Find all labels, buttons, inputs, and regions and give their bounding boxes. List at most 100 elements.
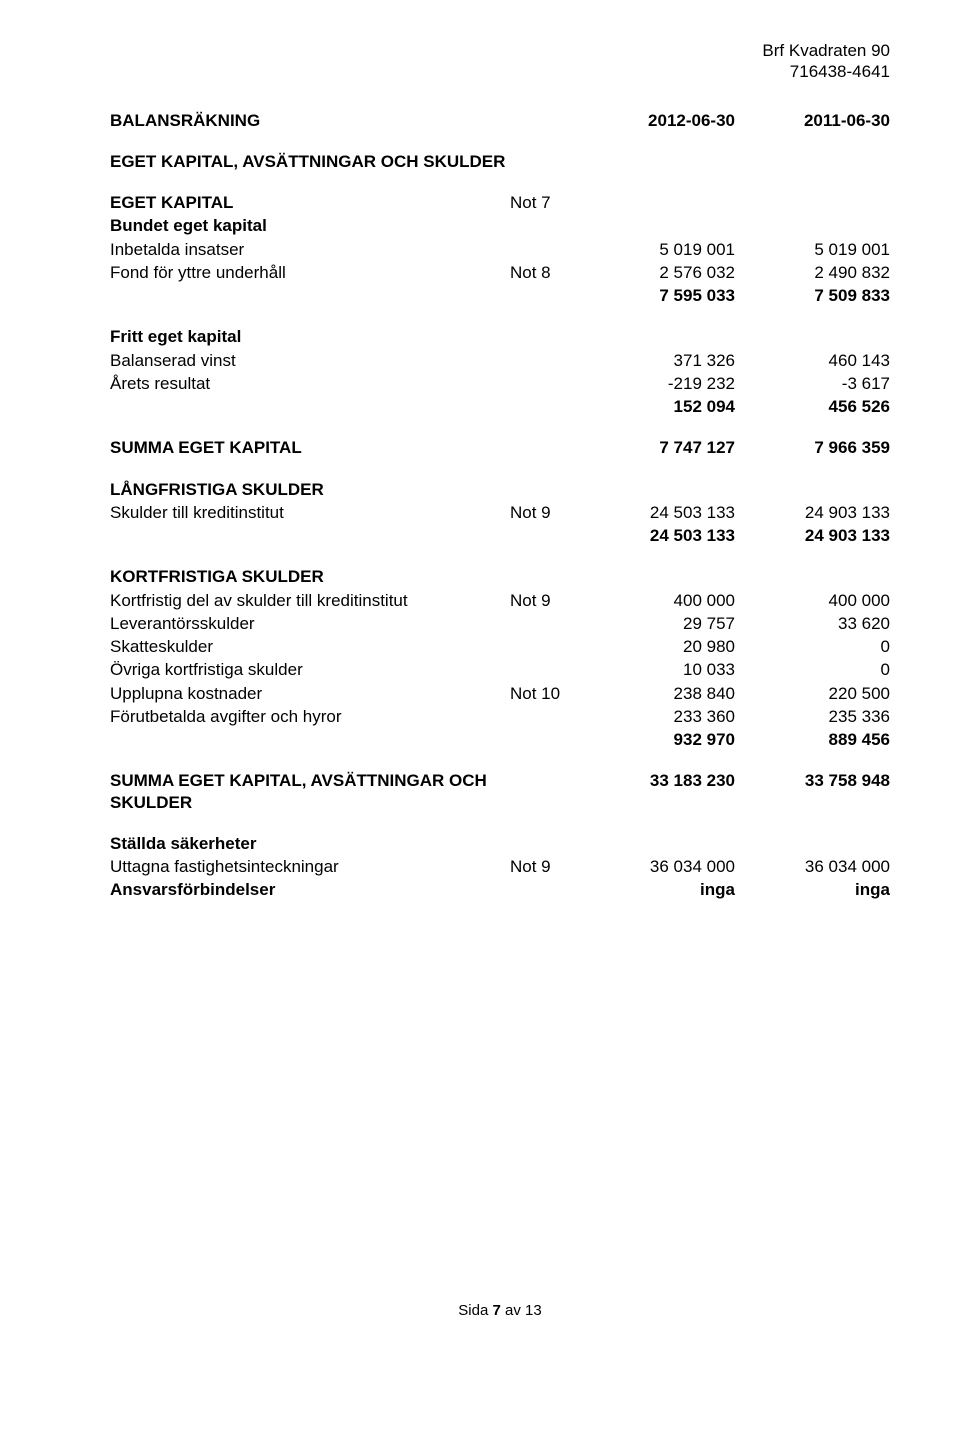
row-note: Not 9: [510, 590, 580, 611]
row-label: Skatteskulder: [110, 636, 510, 657]
grand-total-row: SUMMA EGET KAPITAL, AVSÄTTNINGAR OCH SKU…: [110, 769, 890, 814]
document-header: Brf Kvadraten 90 716438-4641: [110, 40, 890, 83]
row-value-1: 2 576 032: [580, 262, 735, 283]
row-value-2: 0: [735, 636, 890, 657]
kortfristiga-label: KORTFRISTIGA SKULDER: [110, 566, 890, 587]
subtotal-1: 152 094: [580, 396, 735, 417]
table-row: Upplupna kostnader Not 10 238 840 220 50…: [110, 682, 890, 705]
spacer: [510, 879, 580, 900]
page-current: 7: [492, 1302, 500, 1319]
subtotal-1: 24 503 133: [580, 525, 735, 546]
row-note: [510, 613, 580, 634]
row-value-1: 24 503 133: [580, 502, 735, 523]
row-note: Not 9: [510, 502, 580, 523]
spacer: [510, 396, 580, 417]
row-value-1: 10 033: [580, 659, 735, 680]
bundet-label: Bundet eget kapital: [110, 215, 890, 236]
table-row: Fond för yttre underhåll Not 8 2 576 032…: [110, 261, 890, 284]
row-note: Not 8: [510, 262, 580, 283]
row-label: Förutbetalda avgifter och hyror: [110, 706, 510, 727]
row-label: Fond för yttre underhåll: [110, 262, 510, 283]
spacer: [510, 110, 580, 131]
table-row: Övriga kortfristiga skulder 10 033 0: [110, 658, 890, 681]
grand-total-label: SUMMA EGET KAPITAL, AVSÄTTNINGAR OCH SKU…: [110, 770, 510, 813]
date-col-2: 2011-06-30: [735, 110, 890, 131]
spacer: [510, 729, 580, 750]
spacer: [735, 192, 890, 213]
row-label: Övriga kortfristiga skulder: [110, 659, 510, 680]
row-value-1: 233 360: [580, 706, 735, 727]
row-note: [510, 239, 580, 260]
stallda-header: Ställda säkerheter: [110, 832, 890, 855]
spacer: [580, 192, 735, 213]
subtotal-row: 932 970 889 456: [110, 728, 890, 751]
spacer: [510, 350, 580, 371]
spacer: [110, 525, 510, 546]
row-note: Not 10: [510, 683, 580, 704]
ansvars-row: Ansvarsförbindelser inga inga: [110, 878, 890, 901]
row-note: [510, 706, 580, 727]
ansvars-v1: inga: [580, 879, 735, 900]
spacer: [510, 285, 580, 306]
row-value-2: 5 019 001: [735, 239, 890, 260]
row-value-2: 2 490 832: [735, 262, 890, 283]
sum-eget-kapital: SUMMA EGET KAPITAL 7 747 127 7 966 359: [110, 436, 890, 459]
table-row: Skulder till kreditinstitut Not 9 24 503…: [110, 501, 890, 524]
row-note: Not 9: [510, 856, 580, 877]
sum-label: SUMMA EGET KAPITAL: [110, 437, 510, 458]
spacer: [510, 525, 580, 546]
subtotal-row: 7 595 033 7 509 833: [110, 284, 890, 307]
page-footer: Sida 7 av 13: [110, 1302, 890, 1321]
fritt-label: Fritt eget kapital: [110, 326, 890, 347]
page-prefix: Sida: [458, 1302, 492, 1319]
table-row: Leverantörsskulder 29 757 33 620: [110, 612, 890, 635]
row-value-2: 0: [735, 659, 890, 680]
langfristiga-header: LÅNGFRISTIGA SKULDER: [110, 478, 890, 501]
sum-v2: 7 966 359: [735, 437, 890, 458]
table-row: Skatteskulder 20 980 0: [110, 635, 890, 658]
row-note: [510, 659, 580, 680]
row-value-1: 5 019 001: [580, 239, 735, 260]
subtotal-2: 24 903 133: [735, 525, 890, 546]
row-label: Balanserad vinst: [110, 350, 510, 371]
row-label: Årets resultat: [110, 373, 510, 394]
row-label: Upplupna kostnader: [110, 683, 510, 704]
grand-total-v1: 33 183 230: [580, 770, 735, 813]
row-label: Skulder till kreditinstitut: [110, 502, 510, 523]
subtotal-2: 456 526: [735, 396, 890, 417]
subtotal-row: 152 094 456 526: [110, 395, 890, 418]
row-value-2: 36 034 000: [735, 856, 890, 877]
subtotal-1: 932 970: [580, 729, 735, 750]
spacer: [110, 285, 510, 306]
page-total: 13: [525, 1302, 542, 1319]
page-sep: av: [501, 1302, 525, 1319]
bundet-subheader: Bundet eget kapital: [110, 214, 890, 237]
row-value-2: 400 000: [735, 590, 890, 611]
section-heading-text: EGET KAPITAL, AVSÄTTNINGAR OCH SKULDER: [110, 151, 890, 172]
row-value-1: 29 757: [580, 613, 735, 634]
langfristiga-label: LÅNGFRISTIGA SKULDER: [110, 479, 890, 500]
spacer: [510, 373, 580, 394]
subtotal-2: 7 509 833: [735, 285, 890, 306]
spacer: [110, 396, 510, 417]
table-row: Årets resultat -219 232 -3 617: [110, 372, 890, 395]
table-row: Uttagna fastighetsinteckningar Not 9 36 …: [110, 855, 890, 878]
spacer: [510, 770, 580, 813]
ansvars-label: Ansvarsförbindelser: [110, 879, 510, 900]
row-label: Leverantörsskulder: [110, 613, 510, 634]
row-value-2: 24 903 133: [735, 502, 890, 523]
row-value-1: 36 034 000: [580, 856, 735, 877]
stallda-label: Ställda säkerheter: [110, 833, 890, 854]
row-value-2: 33 620: [735, 613, 890, 634]
row-value-1: 238 840: [580, 683, 735, 704]
ansvars-v2: inga: [735, 879, 890, 900]
row-value-1: -219 232: [580, 373, 735, 394]
row-value-2: 220 500: [735, 683, 890, 704]
row-value-1: 371 326: [580, 350, 735, 371]
fritt-subheader: Fritt eget kapital: [110, 325, 890, 348]
subtotal-1: 7 595 033: [580, 285, 735, 306]
org-number: 716438-4641: [110, 61, 890, 82]
eget-kapital-note: Not 7: [510, 192, 580, 213]
balance-title: BALANSRÄKNING: [110, 110, 510, 131]
sum-v1: 7 747 127: [580, 437, 735, 458]
